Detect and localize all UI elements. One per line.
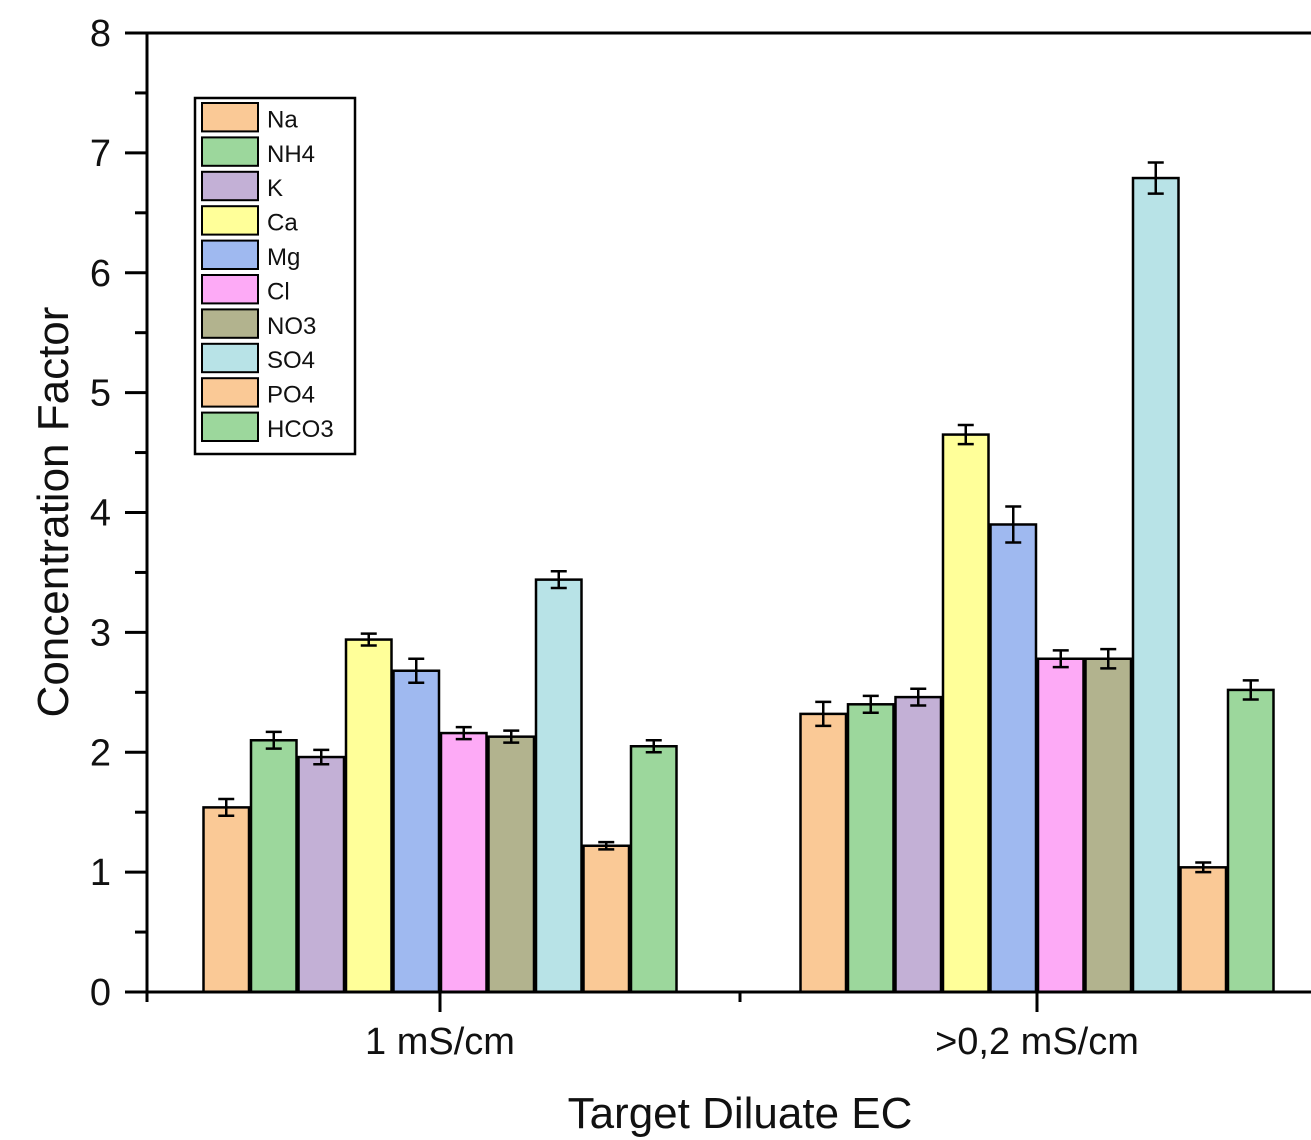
bar-Cl-0 (439, 731, 488, 994)
error-bar-Mg-0 (408, 657, 425, 684)
y-tick-label: 7 (90, 133, 111, 175)
bar-Na-1 (799, 712, 848, 994)
legend-swatch-SO4 (201, 342, 259, 374)
error-bar-Na-0 (218, 797, 235, 818)
legend-swatch-HCO3 (201, 411, 259, 443)
bar-SO4-1 (1131, 176, 1180, 994)
error-bar-SO4-0 (550, 569, 567, 590)
error-bar-Ca-1 (957, 423, 974, 446)
bar-NH4-1 (846, 703, 895, 994)
error-bar-SO4-1 (1147, 161, 1164, 195)
error-bar-HCO3-0 (645, 739, 662, 754)
error-bar-PO4-1 (1195, 861, 1212, 874)
legend-label-Na: Na (267, 106, 298, 133)
error-bar-HCO3-1 (1242, 679, 1259, 701)
error-bar-K-1 (910, 687, 927, 707)
error-bar-NO3-1 (1100, 647, 1117, 670)
legend-label-NH4: NH4 (267, 141, 315, 168)
bar-PO4-0 (582, 844, 631, 994)
bar-HCO3-0 (629, 745, 678, 994)
y-tick-label: 8 (90, 13, 111, 55)
error-bar-Na-1 (815, 700, 832, 728)
legend-swatch-Ca (201, 205, 259, 236)
legend-label-Cl: Cl (267, 278, 290, 305)
legend-swatch-PO4 (201, 377, 259, 408)
legend-swatch-Mg (201, 239, 259, 271)
legend-swatch-NO3 (201, 308, 259, 339)
error-bar-Cl-1 (1052, 649, 1069, 669)
bar-NO3-1 (1084, 657, 1133, 994)
bar-Mg-0 (392, 669, 441, 994)
error-bar-Ca-0 (360, 632, 377, 647)
x-axis-title: Target Diluate EC (568, 1089, 913, 1138)
legend-swatch-NH4 (201, 136, 259, 167)
bar-NH4-0 (249, 739, 298, 994)
plot-area (202, 161, 1275, 994)
legend-swatch-Cl (201, 274, 259, 305)
bar-Cl-1 (1036, 657, 1085, 994)
y-tick-label: 1 (90, 852, 111, 894)
legend-label-HCO3: HCO3 (267, 416, 334, 443)
bar-SO4-0 (534, 578, 583, 994)
y-tick-label: 5 (90, 373, 111, 415)
y-axis-title: Concentration Factor (29, 307, 78, 718)
axes: 0 1 2 3 4 5 6 7 8 1 mS/cm >0,2 mS/cm (90, 13, 1311, 1063)
y-tick-label: 2 (90, 732, 111, 774)
bar-Ca-0 (344, 638, 393, 994)
bar-Ca-1 (941, 433, 990, 994)
legend-label-K: K (267, 175, 283, 202)
legend-label-SO4: SO4 (267, 347, 315, 374)
error-bar-Cl-0 (455, 725, 472, 741)
error-bar-Mg-1 (1005, 505, 1022, 544)
legend-swatch-K (201, 170, 259, 202)
bar-K-1 (894, 695, 943, 994)
bar-NO3-0 (487, 735, 536, 994)
bar-PO4-1 (1179, 866, 1228, 994)
error-bar-NO3-0 (503, 729, 520, 744)
legend: Na NH4 K Ca Mg Cl NO3 SO4 PO4 HCO3 (193, 96, 357, 456)
legend-label-Ca: Ca (267, 210, 298, 237)
x-category-label: 1 mS/cm (365, 1021, 515, 1063)
y-tick-label: 4 (90, 493, 111, 535)
x-category-label: >0,2 mS/cm (935, 1021, 1139, 1063)
bar-HCO3-1 (1226, 688, 1275, 994)
error-bar-K-0 (313, 748, 330, 766)
legend-swatch-Na (201, 102, 259, 133)
bar-Na-0 (202, 806, 251, 994)
legend-label-NO3: NO3 (267, 313, 316, 340)
error-bar-PO4-0 (598, 840, 615, 851)
error-bar-NH4-0 (265, 730, 282, 750)
bar-Mg-1 (989, 523, 1038, 994)
bar-K-0 (297, 755, 346, 994)
y-tick-label: 6 (90, 253, 111, 295)
legend-label-PO4: PO4 (267, 382, 315, 409)
y-tick-label: 3 (90, 612, 111, 654)
legend-label-Mg: Mg (267, 244, 300, 271)
error-bar-NH4-1 (862, 694, 879, 714)
y-tick-label: 0 (90, 972, 111, 1014)
